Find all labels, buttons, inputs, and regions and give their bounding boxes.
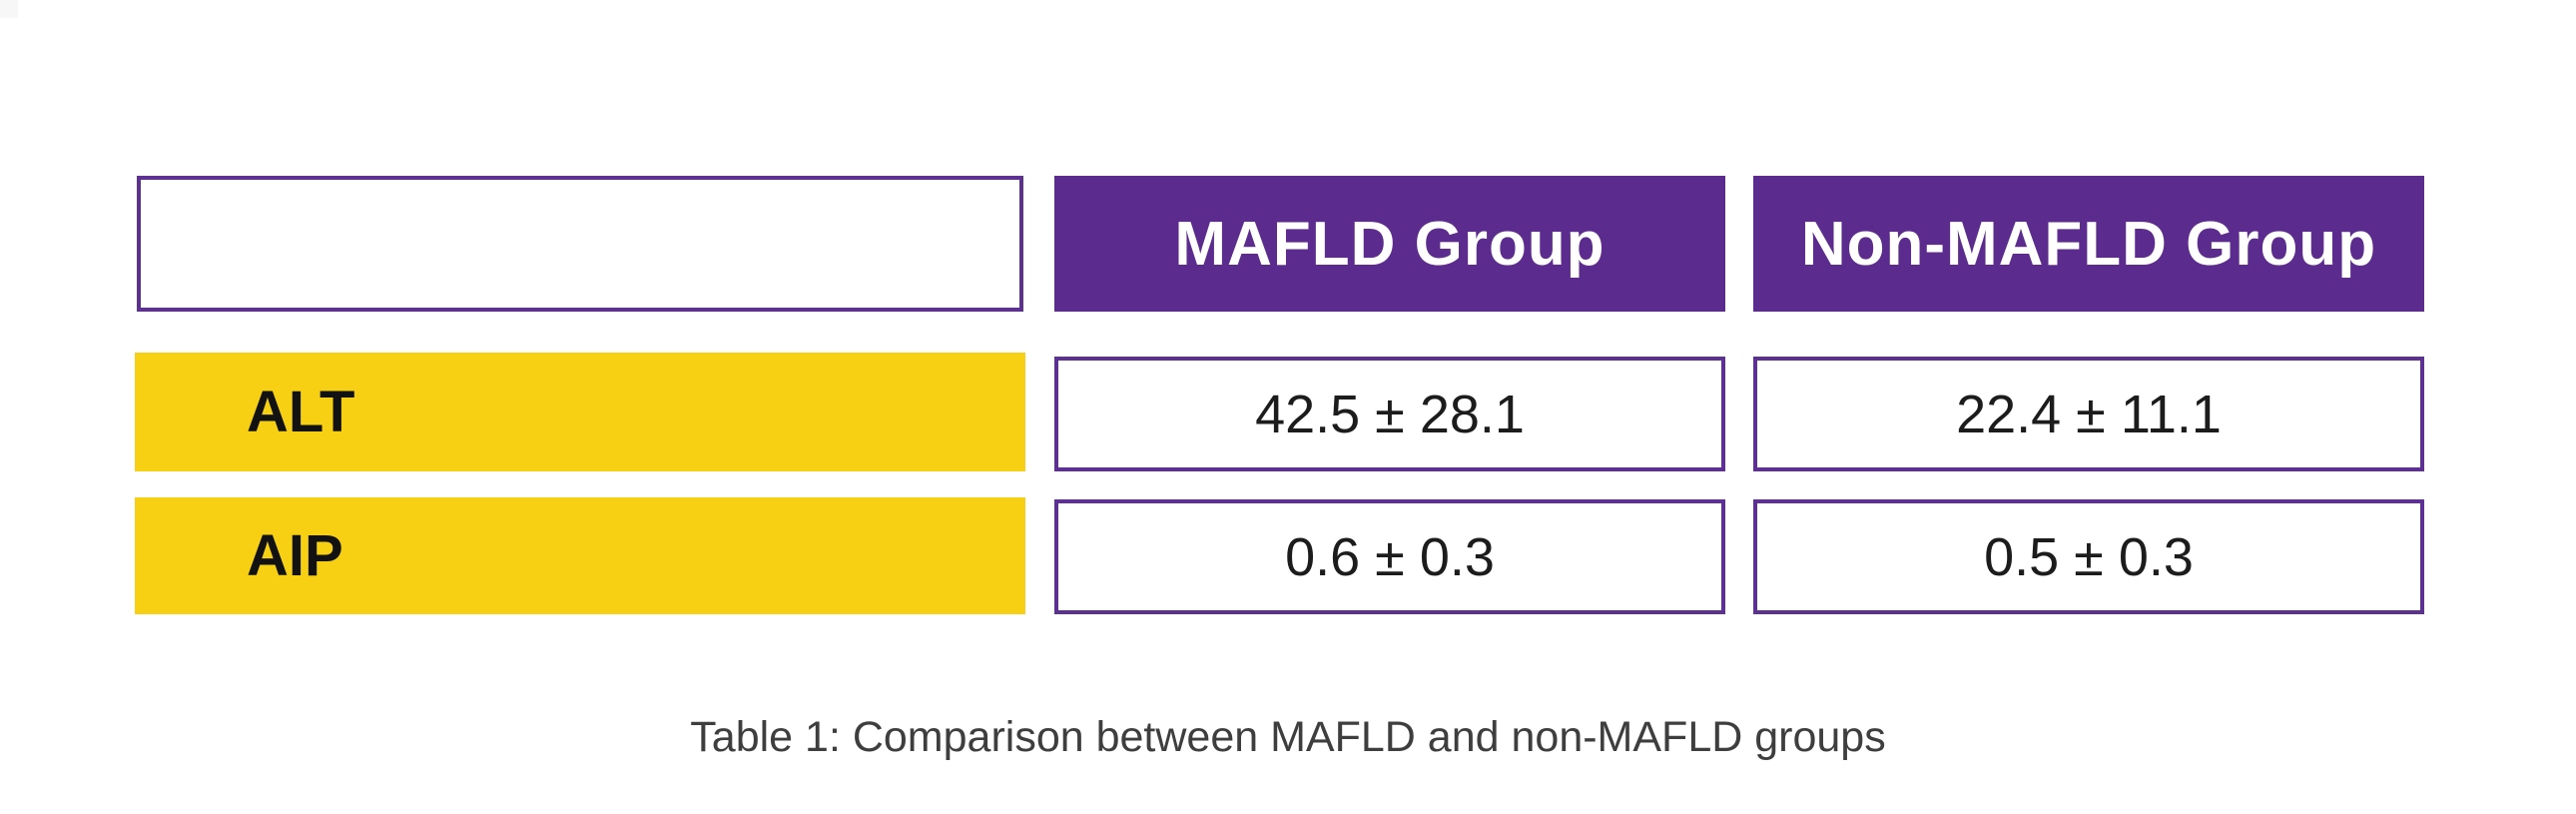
value-alt-mafld: 42.5 ± 28.1 xyxy=(1054,357,1725,471)
value-aip-mafld: 0.6 ± 0.3 xyxy=(1054,499,1725,614)
value-aip-non-mafld: 0.5 ± 0.3 xyxy=(1753,499,2424,614)
row-label-alt: ALT xyxy=(135,353,1025,471)
table-header-non-mafld-group: Non-MAFLD Group xyxy=(1753,176,2424,312)
table-header-blank-cell xyxy=(137,176,1023,312)
table-caption: Table 1: Comparison between MAFLD and no… xyxy=(690,713,1886,761)
value-alt-non-mafld: 22.4 ± 11.1 xyxy=(1753,357,2424,471)
table-header-mafld-group: MAFLD Group xyxy=(1054,176,1725,312)
corner-artifact xyxy=(0,0,18,18)
row-label-aip: AIP xyxy=(135,497,1025,614)
